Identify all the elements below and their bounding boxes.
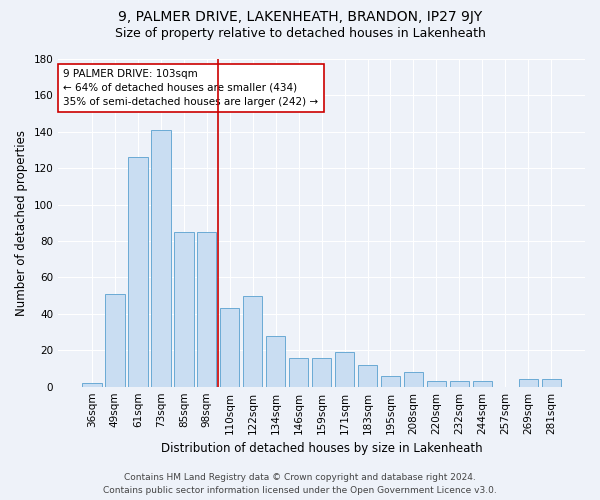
Bar <box>427 381 446 386</box>
Text: Contains HM Land Registry data © Crown copyright and database right 2024.
Contai: Contains HM Land Registry data © Crown c… <box>103 473 497 495</box>
Bar <box>128 158 148 386</box>
Bar <box>404 372 423 386</box>
Bar <box>220 308 239 386</box>
X-axis label: Distribution of detached houses by size in Lakenheath: Distribution of detached houses by size … <box>161 442 482 455</box>
Bar <box>312 358 331 386</box>
Bar <box>381 376 400 386</box>
Text: 9, PALMER DRIVE, LAKENHEATH, BRANDON, IP27 9JY: 9, PALMER DRIVE, LAKENHEATH, BRANDON, IP… <box>118 10 482 24</box>
Bar <box>174 232 194 386</box>
Bar <box>518 380 538 386</box>
Bar <box>243 296 262 386</box>
Bar <box>266 336 286 386</box>
Text: 9 PALMER DRIVE: 103sqm
← 64% of detached houses are smaller (434)
35% of semi-de: 9 PALMER DRIVE: 103sqm ← 64% of detached… <box>64 69 319 107</box>
Bar <box>82 383 101 386</box>
Bar <box>542 380 561 386</box>
Bar <box>335 352 355 386</box>
Bar <box>358 365 377 386</box>
Bar <box>473 381 492 386</box>
Y-axis label: Number of detached properties: Number of detached properties <box>15 130 28 316</box>
Bar <box>197 232 217 386</box>
Bar <box>105 294 125 386</box>
Bar <box>449 381 469 386</box>
Text: Size of property relative to detached houses in Lakenheath: Size of property relative to detached ho… <box>115 28 485 40</box>
Bar <box>289 358 308 386</box>
Bar <box>151 130 170 386</box>
